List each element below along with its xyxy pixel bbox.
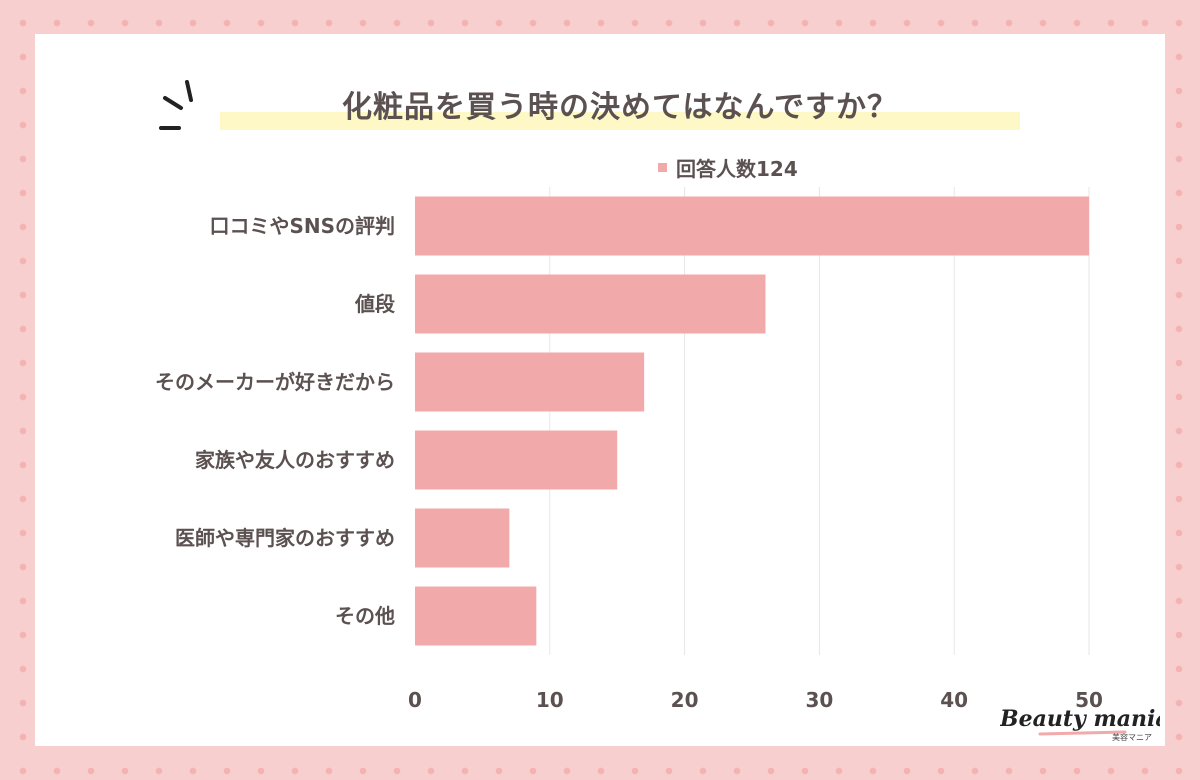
bar — [415, 508, 510, 568]
bar — [415, 586, 537, 646]
title-highlight-bar — [220, 112, 1020, 130]
category-label: 口コミやSNSの評判 — [209, 214, 395, 238]
x-tick-label: 20 — [671, 688, 699, 712]
bar-chart: 口コミやSNSの評判値段そのメーカーが好きだから家族や友人のおすすめ医師や専門家… — [155, 187, 1103, 712]
legend-label: 回答人数124 — [676, 156, 798, 181]
logo-subtext: 美容マニア — [1112, 732, 1152, 742]
x-tick-label: 50 — [1075, 688, 1103, 712]
accent-marks-icon — [159, 80, 193, 130]
x-tick-label: 10 — [536, 688, 564, 712]
beauty-mania-logo: Beauty mania 美容マニア — [1000, 706, 1160, 742]
x-tick-label: 30 — [805, 688, 833, 712]
title-area: 化粧品を買う時の決めてはなんですか？ — [35, 34, 1165, 154]
logo-text: Beauty mania — [1000, 706, 1160, 732]
bar — [415, 352, 645, 412]
bar — [415, 430, 618, 490]
category-label: そのメーカーが好きだから — [155, 370, 395, 394]
category-label: 医師や専門家のおすすめ — [175, 526, 395, 550]
category-label: 家族や友人のおすすめ — [195, 448, 395, 472]
x-tick-label: 40 — [940, 688, 968, 712]
legend-swatch — [658, 162, 667, 172]
chart-title: 化粧品を買う時の決めてはなんですか？ — [342, 90, 898, 125]
bar — [415, 196, 1089, 256]
bar — [415, 274, 766, 334]
category-label: 値段 — [354, 292, 395, 316]
chart-card: 化粧品を買う時の決めてはなんですか？ 回答人数124 口コミやSNSの評判値段そ… — [35, 34, 1165, 746]
chart-legend: 回答人数124 — [658, 154, 798, 181]
x-tick-label: 0 — [408, 688, 422, 712]
category-label: その他 — [335, 604, 395, 628]
